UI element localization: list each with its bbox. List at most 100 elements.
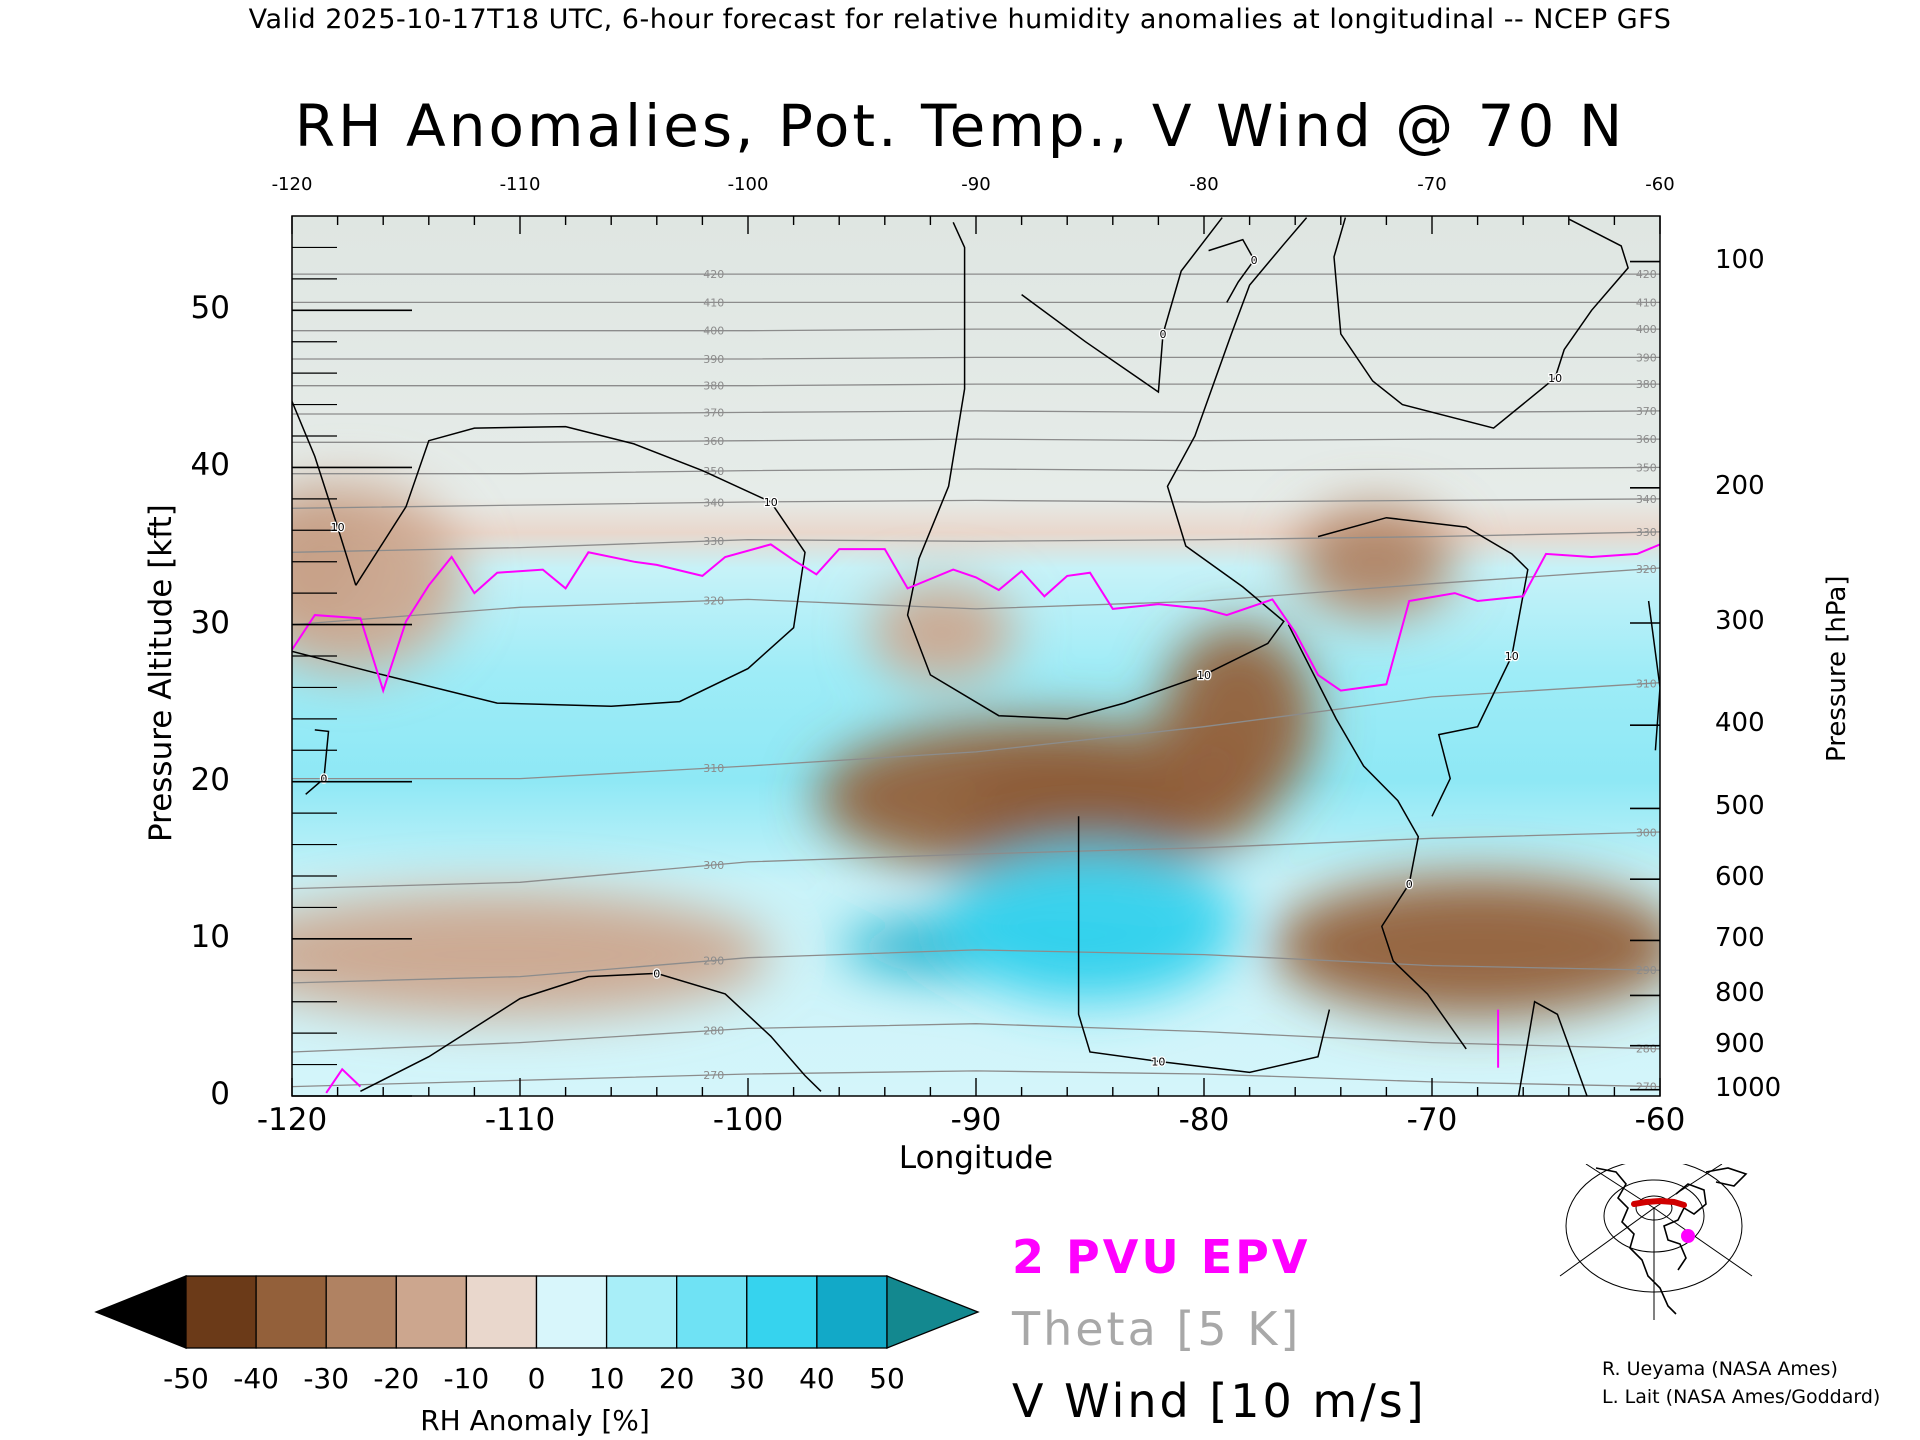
top-tick-label: -110 (499, 174, 541, 195)
colorbar-swatch (395, 1275, 468, 1349)
colorbar-tick-label: -10 (443, 1362, 490, 1395)
map-section-line (1631, 1197, 1687, 1208)
theta-contour-label: 380 (703, 380, 724, 393)
top-tick-label: -60 (1645, 174, 1675, 195)
colorbar-tick-label: -30 (303, 1362, 350, 1395)
pressure-tick-label: 900 (1715, 1028, 1765, 1059)
epv-2pvu-line (292, 543, 1660, 1094)
v-wind-contour-line (906, 217, 1308, 720)
y-tick-label: 20 (190, 761, 230, 798)
theta-contour-line (292, 567, 1660, 626)
v-wind-contour-label: 0 (320, 773, 327, 786)
pressure-tick-label: 1000 (1715, 1072, 1782, 1103)
x-tick-label: -70 (1406, 1102, 1458, 1138)
v-wind-contour-label: 0 (653, 967, 660, 980)
theta-contour-label: 300 (703, 859, 724, 872)
theta-contour-line (292, 531, 1660, 553)
pressure-tick-label: 200 (1715, 470, 1765, 501)
theta-contour-line (292, 383, 1660, 387)
v-wind-contour-line (1077, 816, 1331, 1074)
locator-map (1559, 1164, 1753, 1320)
colorbar-tick-label: 50 (869, 1362, 905, 1395)
theta-contour-label: 360 (703, 435, 724, 448)
valid-time-header: Valid 2025-10-17T18 UTC, 6-hour forecast… (248, 4, 1672, 35)
x-axis-label: Longitude (898, 1140, 1054, 1176)
theta-contour-label: 420 (703, 268, 724, 281)
pressure-tick-label: 300 (1715, 606, 1765, 636)
epv-2pvu-line (292, 543, 1660, 694)
rh-anomaly-blob (816, 718, 1273, 876)
theta-contour-label: 390 (1636, 351, 1657, 364)
rh-anomaly-blob (1272, 876, 1660, 1018)
theta-contour-label: 330 (1636, 526, 1657, 539)
colorbar-tick-label: -20 (373, 1362, 420, 1395)
v-wind-contour-line (1287, 624, 1467, 1050)
colorbar-swatch (185, 1275, 257, 1349)
chart-title: RH Anomalies, Pot. Temp., V Wind @ 70 N (294, 92, 1626, 160)
theta-contour-line (292, 1023, 1660, 1053)
theta-contour-label: 380 (1636, 378, 1657, 391)
credit-lait: L. Lait (NASA Ames/Goddard) (1602, 1386, 1881, 1408)
colorbar-swatch (325, 1275, 397, 1349)
y-tick-label: 50 (190, 290, 230, 327)
colorbar-swatch (605, 1275, 678, 1349)
theta-contour-label: 360 (1636, 433, 1657, 446)
v-wind-contour-line (305, 729, 330, 795)
pressure-tick-label: 500 (1715, 791, 1765, 822)
rh-anomaly-blob (941, 844, 1239, 1002)
pressure-tick-label: 100 (1715, 244, 1765, 275)
theta-contour-label: 280 (703, 1025, 724, 1038)
legend-v-wind: V Wind [10 m/s] (1012, 1374, 1427, 1428)
v-wind-contour-line (1208, 238, 1256, 303)
colorbar-swatch (816, 1275, 888, 1349)
rh-anomaly-blob (292, 891, 771, 1018)
colorbar-tick-label: -40 (233, 1362, 279, 1395)
theta-contour-line (292, 356, 1660, 360)
theta-contour-label: 370 (1636, 405, 1657, 418)
v-wind-contour-line (292, 425, 806, 708)
v-wind-contours: 10 10 0 0 10 0 0 10 0 10 10 (292, 217, 1660, 1096)
theta-contour-label: 290 (1636, 964, 1657, 977)
colorbar-swatch (465, 1275, 538, 1349)
theta-contour-label: 340 (1636, 493, 1657, 506)
y-tick-label: 30 (190, 604, 230, 641)
y-tick-label: 40 (190, 447, 230, 484)
map-meridian (1653, 1207, 1753, 1277)
v-wind-contour-label: 0 (1406, 878, 1413, 891)
v-wind-contour-label: 10 (764, 496, 778, 509)
rh-anomaly-blob (1295, 506, 1455, 617)
top-tick-label: -90 (961, 174, 991, 195)
theta-contour-line (292, 438, 1660, 443)
x-tick-label: -90 (950, 1102, 1002, 1138)
theta-contour-label: 310 (703, 762, 724, 775)
x-tick-label: -110 (484, 1102, 556, 1138)
x-tick-label: -60 (1634, 1102, 1686, 1138)
top-tick-label: -80 (1189, 174, 1219, 195)
colorbar-over-arrow (886, 1275, 980, 1349)
theta-contour-label: 400 (1636, 323, 1657, 336)
theta-contour-label: 350 (1636, 462, 1657, 475)
top-tick-label: -70 (1417, 174, 1447, 195)
v-wind-contour-label: 10 (331, 521, 345, 534)
theta-contour-label: 410 (703, 296, 724, 309)
colorbar-tick-label: 20 (658, 1362, 695, 1395)
theta-contour-label: 270 (703, 1069, 724, 1082)
colorbar-tick-label: -50 (163, 1362, 209, 1395)
theta-contour-line (292, 682, 1660, 780)
pressure-tick-label: 700 (1715, 923, 1765, 954)
colorbar-tick-label: 10 (588, 1362, 625, 1395)
theta-contour-label: 310 (1636, 678, 1657, 691)
pressure-tick-label: 600 (1715, 862, 1765, 893)
v-wind-contour-line (1317, 516, 1529, 817)
v-wind-contour-label: 0 (1159, 328, 1166, 341)
v-wind-contour-line (1333, 217, 1629, 429)
colorbar-tick-label: 0 (527, 1362, 546, 1395)
x-tick-label: -80 (1178, 1102, 1230, 1138)
y-tick-label: 10 (190, 918, 230, 955)
v-wind-contour-line (1021, 217, 1223, 394)
theta-contour-label: 390 (703, 353, 724, 366)
theta-contours: 2702702802802902903003003103103203203303… (292, 268, 1660, 1093)
theta-contour-label: 300 (1636, 826, 1657, 839)
